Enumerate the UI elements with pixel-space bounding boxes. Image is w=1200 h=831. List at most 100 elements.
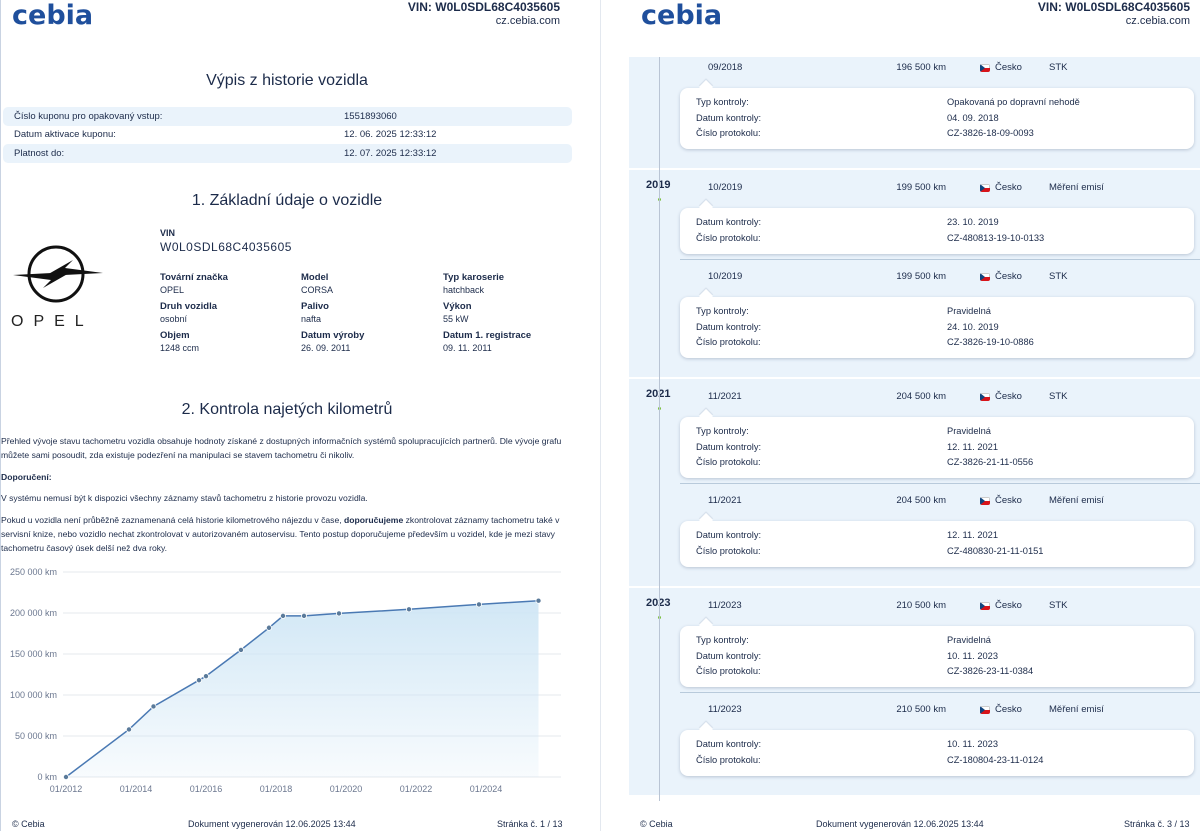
detail-label: Datum kontroly: <box>696 217 762 227</box>
spec-value: 26. 09. 2011 <box>301 343 351 353</box>
inspection-type: Měření emisí <box>1049 704 1104 715</box>
detail-value: Opakovaná po dopravní nehodě <box>947 97 1080 107</box>
spec-label: Typ karoserie <box>443 272 505 283</box>
detail-label: Datum kontroly: <box>696 530 762 540</box>
chart-point <box>265 624 272 631</box>
detail-label: Číslo protokolu: <box>696 128 761 138</box>
opel-brand-word: OPEL <box>11 313 94 330</box>
inspection-country: Česko <box>995 391 1022 402</box>
chart-point <box>126 726 133 733</box>
detail-value: Pravidelná <box>947 635 991 645</box>
chart-point <box>150 703 157 710</box>
inspection-detail-row: Datum kontroly: 12. 11. 2021 <box>696 530 998 540</box>
inspection-detail-row: Datum kontroly: 04. 09. 2018 <box>696 113 999 123</box>
inspection-mileage: 210 500 km <box>896 600 946 611</box>
footer-copyright: © Cebia <box>640 819 673 829</box>
year-label: 2023 <box>646 597 670 609</box>
spec-label: Tovární značka <box>160 272 228 283</box>
detail-label: Datum kontroly: <box>696 650 762 661</box>
chart-x-tick: 01/2012 <box>50 784 83 794</box>
header-site-link[interactable]: cz.cebia.com <box>1125 15 1190 27</box>
spec-production-date: Datum výroby 26. 09. 2011 <box>301 330 364 353</box>
inspection-mileage: 204 500 km <box>896 495 946 506</box>
cebia-logo: cebia <box>12 0 94 31</box>
inspection-mileage: 199 500 km <box>896 182 946 193</box>
inspection-country: Česko <box>995 62 1022 73</box>
vin-value: W0L0SDL68C4035605 <box>160 240 292 254</box>
spec-label: Datum výroby <box>301 330 365 341</box>
coupon-value: 1551893060 <box>344 110 397 122</box>
inspection-country: Česko <box>995 271 1022 282</box>
section-basic-info-title: 1. Základní údaje o vozidle <box>191 192 383 209</box>
inspection-detail-row: Datum kontroly: 24. 10. 2019 <box>696 322 999 332</box>
entry-separator <box>680 259 1200 260</box>
detail-value: CZ-480813-19-10-0133 <box>947 232 1045 243</box>
inspection-date: 09/2018 <box>708 62 743 73</box>
chart-point <box>63 773 70 780</box>
mileage-intro-text: Přehled vývoje stavu tachometru vozidla … <box>1 436 562 460</box>
detail-value: 10. 11. 2023 <box>947 650 999 661</box>
detail-value: Pravidelná <box>947 426 991 436</box>
report-page-3: cebia VIN: W0L0SDL68C4035605 cz.cebia.co… <box>629 0 1200 831</box>
detail-label: Typ kontroly: <box>696 97 749 107</box>
detail-value: 04. 09. 2018 <box>947 112 999 123</box>
header-info: VIN: W0L0SDL68C4035605 cz.cebia.com <box>1038 0 1190 27</box>
detail-label: Číslo protokolu: <box>696 232 761 243</box>
footer-page-number: Stránka č. 1 / 13 <box>497 819 563 829</box>
czech-flag-icon <box>980 64 990 72</box>
inspection-detail-row: Číslo protokolu: CZ-480813-19-10-0133 <box>696 232 1044 243</box>
inspection-type: STK <box>1049 600 1068 611</box>
chart-point <box>335 610 342 617</box>
detail-label: Typ kontroly: <box>696 426 749 436</box>
inspection-card: Typ kontroly: Pravidelná Datum kontroly:… <box>680 288 1194 358</box>
detail-label: Číslo protokolu: <box>696 545 761 556</box>
year-block: 2019 10/2019 199 500 km Česko Měření emi… <box>629 170 1200 377</box>
spec-displacement: Objem 1248 ccm <box>160 330 199 353</box>
detail-value: CZ-3826-19-10-0886 <box>947 337 1034 347</box>
coupon-value: 12. 06. 2025 12:33:12 <box>344 129 437 141</box>
page-footer: © Cebia Dokument vygenerován 12.06.2025 … <box>629 817 1200 831</box>
inspection-date: 11/2021 <box>708 391 742 402</box>
czech-flag-icon <box>980 706 990 714</box>
chart-y-tick: 250 000 km <box>10 567 57 577</box>
inspection-detail-row: Číslo protokolu: CZ-480830-21-11-0151 <box>696 545 1043 556</box>
inspection-type: STK <box>1049 62 1068 73</box>
inspection-detail-row: Datum kontroly: 10. 11. 2023 <box>696 739 998 749</box>
chart-y-tick: 150 000 km <box>10 649 57 659</box>
entry-separator <box>680 483 1200 484</box>
inspection-detail-row: Číslo protokolu: CZ-3826-19-10-0886 <box>696 337 1034 347</box>
inspection-country: Česko <box>995 495 1022 506</box>
detail-label: Typ kontroly: <box>696 635 749 645</box>
inspection-detail-row: Typ kontroly: Opakovaná po dopravní neho… <box>696 97 1080 107</box>
coupon-label: Číslo kuponu pro opakovaný vstup: <box>14 110 163 122</box>
spec-value: OPEL <box>160 285 185 295</box>
footer-generated: Dokument vygenerován 12.06.2025 13:44 <box>188 819 356 829</box>
text-part: zkontrolovat záznamy tachometru také v s… <box>1 515 560 553</box>
detail-value: CZ-3826-18-09-0093 <box>947 128 1034 138</box>
coupon-label: Platnost do: <box>14 147 65 159</box>
chart-point <box>279 612 286 619</box>
header-site-link[interactable]: cz.cebia.com <box>495 15 560 27</box>
year-label: 2021 <box>646 388 670 400</box>
inspection-header: 11/2021 204 500 km Česko Měření emisí <box>629 492 1200 510</box>
spec-fuel: Palivo nafta <box>301 301 329 324</box>
year-block: 2021 11/2021 204 500 km Česko STK Typ ko… <box>629 379 1200 586</box>
detail-value: CZ-180804-23-11-0124 <box>947 754 1044 765</box>
inspection-date: 10/2019 <box>708 182 743 193</box>
footer-copyright: © Cebia <box>12 819 45 829</box>
czech-flag-icon <box>980 273 990 281</box>
header-info: VIN: W0L0SDL68C4035605 cz.cebia.com <box>408 0 560 27</box>
chart-y-tick: 50 000 km <box>15 731 57 741</box>
detail-value: 12. 11. 2021 <box>947 441 999 452</box>
inspection-header: 10/2019 199 500 km Česko STK <box>629 268 1200 286</box>
chart-point <box>405 606 412 613</box>
inspection-detail-row: Datum kontroly: 23. 10. 2019 <box>696 217 999 227</box>
spec-power: Výkon 55 kW <box>443 301 472 324</box>
header-vin: VIN: W0L0SDL68C4035605 <box>407 0 560 14</box>
header-vin: VIN: W0L0SDL68C4035605 <box>1037 0 1190 14</box>
page-footer: © Cebia Dokument vygenerován 12.06.2025 … <box>1 817 600 831</box>
spec-value: nafta <box>301 314 322 324</box>
inspection-card: Typ kontroly: Pravidelná Datum kontroly:… <box>680 408 1194 478</box>
czech-flag-icon <box>980 497 990 505</box>
inspection-mileage: 210 500 km <box>896 704 946 715</box>
